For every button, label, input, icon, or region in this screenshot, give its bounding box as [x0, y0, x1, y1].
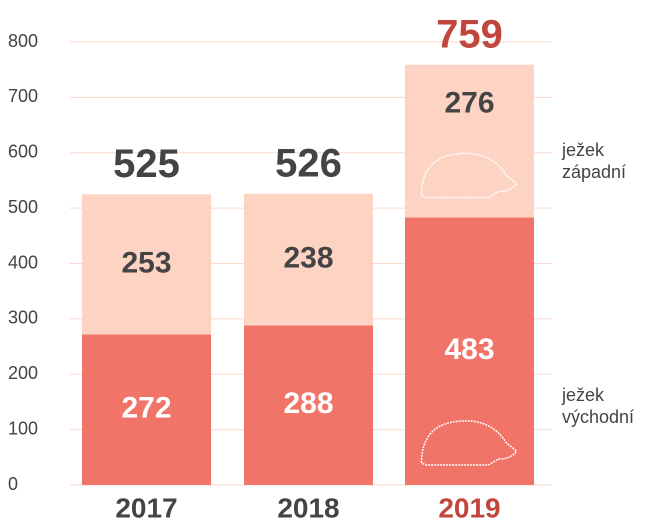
legend-label: ježek východní: [562, 385, 635, 428]
bar-segment: [405, 64, 534, 218]
y-tick-label: 500: [8, 197, 38, 217]
x-tick-label: 2018: [277, 492, 339, 523]
value-label: 238: [283, 242, 333, 275]
hedgehog-icon: [420, 420, 518, 466]
y-tick-label: 0: [8, 474, 18, 494]
y-tick-label: 400: [8, 252, 38, 272]
y-tick-label: 800: [8, 31, 38, 51]
value-label: 288: [283, 387, 333, 420]
total-label: 526: [275, 141, 342, 185]
y-tick-label: 700: [8, 86, 38, 106]
bar-segment: [82, 334, 211, 485]
bar-segment: [82, 194, 211, 335]
total-label: 759: [436, 12, 503, 56]
bar-segment: [244, 325, 373, 485]
hedgehog-icon: [420, 152, 518, 199]
total-label: 525: [113, 142, 180, 186]
y-tick-label: 300: [8, 308, 38, 328]
x-tick-label: 2019: [438, 492, 500, 523]
value-label: 483: [444, 333, 494, 366]
bar-segment: [405, 217, 534, 485]
bar-segment: [244, 193, 373, 326]
y-tick-label: 200: [8, 363, 38, 383]
value-label: 272: [121, 392, 171, 425]
x-tick-label: 2017: [115, 492, 177, 523]
y-tick-label: 100: [8, 418, 38, 438]
value-label: 253: [121, 246, 171, 279]
value-label: 276: [444, 87, 494, 120]
y-tick-label: 600: [8, 142, 38, 162]
legend-label: ježek západní: [562, 140, 627, 183]
